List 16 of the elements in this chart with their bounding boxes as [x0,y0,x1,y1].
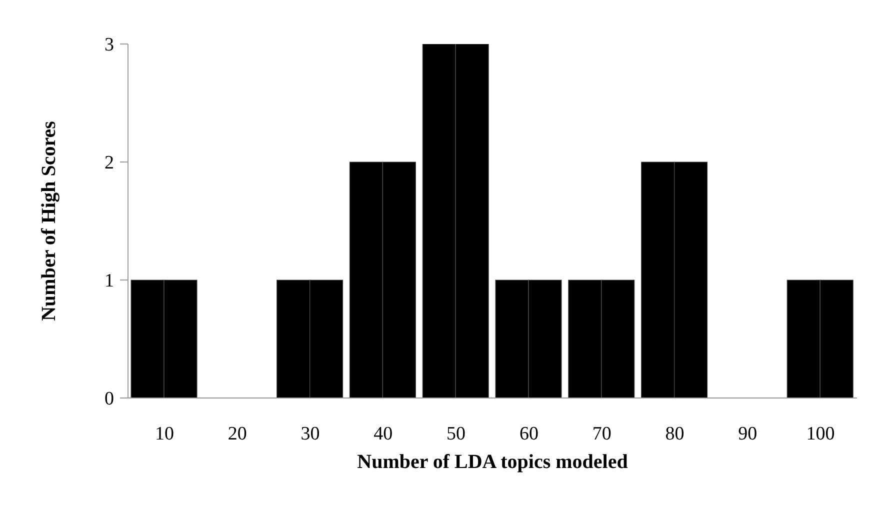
x-tick-label: 50 [446,423,466,444]
x-tick-label: 60 [519,423,538,444]
x-tick-label: 90 [738,423,758,444]
x-axis-title: Number of LDA topics modeled [357,451,628,473]
x-tick-label: 40 [374,423,393,444]
x-tick-label: 10 [154,423,174,444]
x-tick-label: 80 [665,423,684,444]
x-tick-label: 20 [228,423,247,444]
x-tick-label: 30 [300,423,320,444]
y-tick-label: 0 [104,388,114,410]
x-tick-label: 70 [592,423,612,444]
y-tick-label: 1 [104,270,114,292]
y-tick-label: 3 [104,34,114,56]
y-axis-title: Number of High Scores [38,120,60,321]
y-tick-label: 2 [104,152,114,174]
x-tick-label: 100 [806,423,835,444]
